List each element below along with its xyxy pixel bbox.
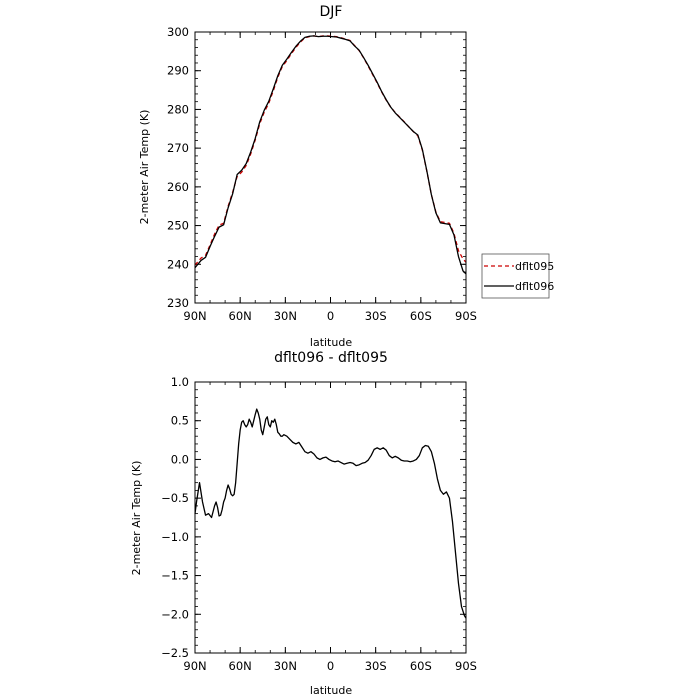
bottom-chart-panel: dflt096 - dflt095 latitude 2-meter Air T… (130, 350, 477, 697)
top-chart-xlabel: latitude (310, 336, 352, 349)
top-chart-ytick-label: 250 (167, 219, 189, 233)
legend: dflt095 dflt096 (481, 253, 554, 299)
top-chart-title: DJF (320, 4, 343, 20)
bottom-chart-ytick-label: −2.5 (161, 646, 189, 660)
top-chart-xtick-label: 90S (455, 309, 477, 323)
bottom-chart-ticks: 90N 60N 30N 0 30S 60S 90S 1.0 0.5 0.0 −0.5 −1.0 −1.5… (161, 375, 477, 673)
series-line-dflt095 (194, 35, 467, 266)
bottom-chart-ytick-label: 1.0 (171, 375, 189, 389)
legend-label-dflt095: dflt095 (515, 260, 554, 273)
bottom-chart-title: dflt096 - dflt095 (274, 350, 388, 366)
bottom-chart-plot-frame (194, 381, 467, 654)
bottom-chart-xtick-label: 90S (455, 659, 477, 673)
top-chart-ytick-label: 280 (167, 102, 189, 116)
top-chart-ylabel: 2-meter Air Temp (K) (138, 110, 151, 225)
top-chart-plot-frame (194, 31, 467, 304)
bottom-chart-ytick-label: −1.5 (161, 569, 189, 583)
bottom-chart-ytick-label: −1.0 (161, 530, 189, 544)
bottom-chart-difference-line (194, 408, 467, 619)
legend-label-dflt096: dflt096 (515, 280, 554, 293)
top-chart-ytick-label: 300 (167, 25, 189, 39)
top-chart-ticks: 90N 60N 30N 0 30S 60S 90S 230 240 250 260 270 280 290… (167, 25, 477, 323)
top-chart-series (194, 35, 467, 275)
top-chart-ytick-label: 240 (167, 257, 189, 271)
top-chart-ytick-label: 260 (167, 180, 189, 194)
bottom-chart-ytick-label: −2.0 (161, 607, 189, 621)
top-chart-xtick-label: 0 (327, 309, 334, 323)
bottom-chart-ylabel: 2-meter Air Temp (K) (130, 461, 143, 576)
bottom-chart-series (194, 408, 467, 619)
bottom-chart-xtick-label: 30N (274, 659, 297, 673)
top-chart-ytick-label: 270 (167, 141, 189, 155)
bottom-chart-xtick-label: 0 (327, 659, 334, 673)
top-chart-ytick-label: 230 (167, 296, 189, 310)
bottom-chart-xlabel: latitude (310, 684, 352, 697)
top-chart-xtick-label: 60S (410, 309, 432, 323)
top-chart-xtick-label: 30S (365, 309, 387, 323)
top-chart-panel: DJF latitude 2-meter Air Temp (K) 90N 60N… (138, 4, 477, 349)
top-chart-xtick-label: 30N (274, 309, 297, 323)
bottom-chart-ytick-label: −0.5 (161, 491, 189, 505)
bottom-chart-xtick-label: 60S (410, 659, 432, 673)
bottom-chart-xtick-label: 60N (229, 659, 252, 673)
top-chart-ytick-label: 290 (167, 64, 189, 78)
top-chart-xtick-label: 90N (183, 309, 206, 323)
bottom-chart-ytick-label: 0.0 (171, 452, 189, 466)
series-line-dflt096 (194, 35, 467, 275)
top-chart-xtick-label: 60N (229, 309, 252, 323)
bottom-chart-xtick-label: 30S (365, 659, 387, 673)
bottom-chart-ytick-label: 0.5 (171, 414, 189, 428)
bottom-chart-xtick-label: 90N (183, 659, 206, 673)
legend-box (481, 253, 550, 299)
